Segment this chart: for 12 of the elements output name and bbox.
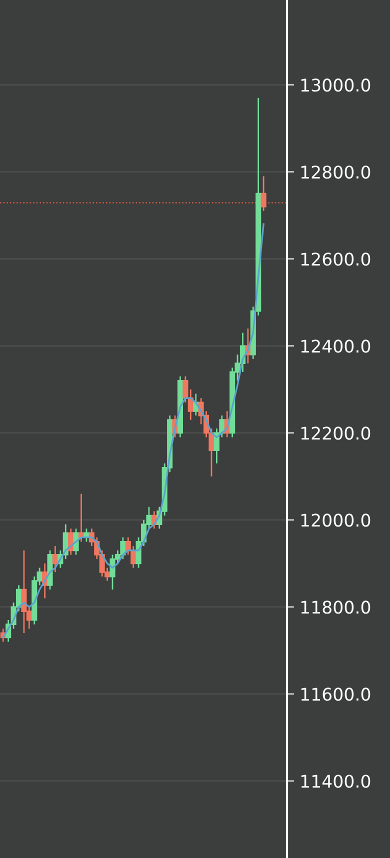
y-tick-label: 11800.0 [301,600,370,614]
y-tick-label: 12600.0 [301,252,370,266]
candlestick [260,176,266,212]
y-tick-label: 11400.0 [301,774,370,788]
candlestick [52,545,58,573]
candlestick [182,376,188,404]
y-tick-label: 12200.0 [301,426,370,440]
y-tick-label: 12800.0 [301,166,370,179]
y-tick-label: 12400.0 [301,340,370,353]
y-tick-label: 12000.0 [301,514,370,527]
y-tick-label: 13000.0 [301,78,370,92]
y-tick-label: 11600.0 [301,688,370,701]
